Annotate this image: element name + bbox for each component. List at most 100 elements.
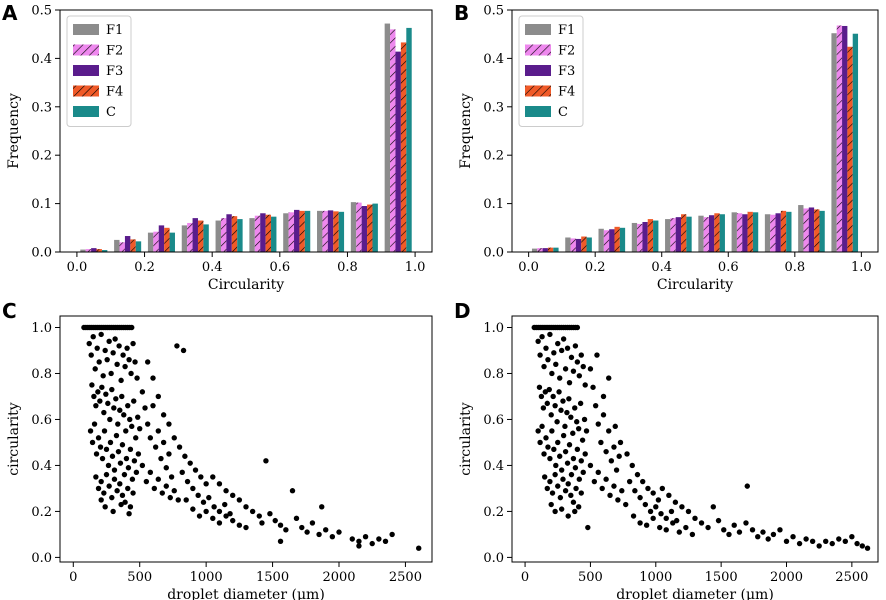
bar-hatch-f4: [197, 220, 204, 252]
scatter-point: [578, 352, 584, 358]
scatter-point: [316, 531, 322, 538]
scatter-point: [645, 485, 651, 492]
bar-f3: [575, 238, 582, 252]
scatter-point: [568, 354, 575, 361]
scatter-point: [107, 416, 113, 423]
legend-hatch-f4: [73, 85, 99, 97]
scatter-point: [116, 343, 122, 349]
panel-c-scatter: C 0 500 1000 1500 2000 2500 0.0 0.2 0.4 0.6 0.8 1.0…: [2, 299, 433, 600]
bar-f1: [80, 249, 86, 252]
scatter-point: [89, 382, 95, 388]
scatter-point: [230, 492, 236, 499]
scatter-point: [854, 540, 860, 547]
scatter-point: [668, 508, 675, 515]
legend-label-f4: F4: [106, 85, 123, 100]
scatter-point: [540, 405, 547, 411]
bar-hatch-f4: [333, 211, 339, 252]
scatter-point: [535, 338, 541, 344]
scatter-point: [587, 462, 594, 469]
bar-c: [338, 211, 345, 252]
scatter-point: [558, 467, 565, 473]
x-tick-label: 2500: [835, 570, 868, 585]
scatter-point: [572, 465, 579, 471]
bar-f3: [327, 210, 334, 252]
scatter-point: [259, 520, 265, 526]
scatter-point: [113, 396, 119, 402]
x-tick-label: 0.0: [518, 260, 539, 275]
scatter-point: [562, 448, 569, 455]
scatter-point: [104, 356, 110, 363]
scatter-point: [577, 400, 584, 407]
scatter-point: [128, 370, 134, 377]
scatter-point: [555, 483, 561, 489]
scatter-point: [558, 407, 564, 413]
scatter-point: [803, 536, 809, 542]
scatter-point: [130, 490, 136, 496]
scatter-point: [123, 455, 130, 462]
bar-hatch-f2: [119, 242, 125, 252]
scatter-point: [171, 435, 177, 441]
y-tick-label: 0.1: [483, 197, 504, 212]
y-tick-label: 1.0: [483, 321, 504, 336]
scatter-point: [591, 478, 598, 485]
scatter-point: [552, 471, 558, 478]
x-tick-label: 0.4: [651, 260, 672, 275]
x-tick-label: 0.2: [134, 260, 155, 275]
bar-f1: [283, 213, 289, 252]
scatter-point: [607, 492, 613, 499]
scatter-point: [114, 488, 120, 494]
scatter-point: [564, 409, 570, 416]
bar-c: [653, 220, 659, 252]
scatter-point: [579, 437, 586, 443]
scatter-point: [105, 400, 111, 407]
scatter-point: [650, 490, 656, 496]
scatter-point: [93, 402, 99, 409]
scatter-point: [125, 465, 132, 471]
scatter-point: [573, 485, 579, 492]
scatter-point: [643, 522, 650, 528]
scatter-point: [101, 409, 107, 416]
panel-d-plot-area: 0 500 1000 1500 2000 2500 0.0 0.2 0.4 0.6 0.8 1.0 dr…: [458, 315, 879, 600]
axes-frame: [511, 9, 879, 253]
scatter-point: [122, 499, 128, 505]
scatter-point: [115, 448, 122, 455]
scatter-point: [749, 527, 756, 533]
scatter-point: [106, 338, 112, 344]
y-tick-label: 0.5: [483, 4, 504, 19]
bar-hatch-f4: [547, 247, 554, 252]
panel-b-plot-area: 0.0 0.2 0.4 0.6 0.8 1.0 0.0 0.1 0.2 0.3 0.4 0.5 Circ…: [458, 4, 879, 293]
y-tick-label: 0.6: [31, 413, 52, 428]
bar-hatch-f2: [603, 230, 610, 252]
y-tick-label: 0.4: [483, 52, 504, 67]
scatter-point: [679, 504, 685, 510]
scatter-point: [127, 416, 133, 423]
scatter-point: [135, 451, 142, 457]
scatter-point: [223, 513, 229, 519]
scatter-point: [293, 515, 300, 522]
scatter-point: [549, 490, 556, 496]
scatter-point: [539, 423, 545, 430]
scatter-point: [102, 347, 108, 354]
scatter-point: [129, 423, 135, 430]
scatter-point: [369, 540, 375, 547]
x-tick-label: 1500: [256, 570, 289, 585]
scatter-point: [685, 508, 692, 515]
scatter-point: [544, 400, 550, 407]
scatter-point: [95, 389, 101, 395]
scatter-point: [112, 336, 118, 342]
scatter-point: [541, 474, 548, 480]
bar-hatch-f4: [647, 219, 654, 252]
x-axis-label: Circularity: [208, 277, 284, 293]
scatter-point: [277, 522, 284, 528]
scatter-point: [575, 425, 582, 432]
bar-f3: [842, 25, 848, 252]
y-tick-label: 0.4: [483, 459, 504, 474]
scatter-point: [606, 428, 612, 434]
scatter-point: [674, 517, 680, 524]
scatter-point: [552, 508, 558, 515]
panel-letter-a: A: [2, 1, 18, 25]
scatter-point: [182, 453, 188, 459]
scatter-point: [336, 529, 342, 535]
scatter-point: [558, 506, 565, 512]
y-tick-label: 0.2: [31, 505, 52, 520]
